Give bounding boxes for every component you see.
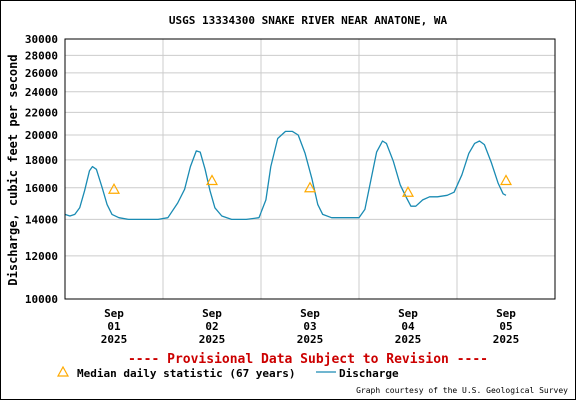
median-marker xyxy=(205,174,219,186)
y-tick-label: 16000 xyxy=(25,182,58,195)
y-tick-label: 10000 xyxy=(25,293,58,306)
credit-text: Graph courtesy of the U.S. Geological Su… xyxy=(356,386,568,395)
discharge-line xyxy=(64,130,507,221)
median-marker xyxy=(401,186,415,197)
x-tick-day: 02 xyxy=(205,320,218,333)
x-tick-month: Sep xyxy=(104,307,124,320)
y-tick-label: 30000 xyxy=(25,33,58,46)
y-tick-label: 26000 xyxy=(25,67,58,80)
legend-median-marker xyxy=(56,365,70,377)
y-tick-label: 14000 xyxy=(25,213,58,226)
x-tick-year: 2025 xyxy=(493,333,520,346)
y-tick-labels: 10000 12000 14000 16000 18000 20000 22000 24000… xyxy=(25,33,58,306)
x-tick-labels: Sep012025Sep022025Sep032025Sep042025Sep0… xyxy=(101,307,520,346)
plot-area-frame xyxy=(64,38,556,300)
x-tick-year: 2025 xyxy=(297,333,324,346)
legend: Median daily statistic (67 years) Discha… xyxy=(56,365,399,380)
x-tick-day: 03 xyxy=(303,320,316,333)
median-marker xyxy=(107,183,121,194)
x-tick-year: 2025 xyxy=(101,333,128,346)
x-tick-day: 01 xyxy=(107,320,121,333)
y-tick-label: 12000 xyxy=(25,250,58,263)
series-layer xyxy=(64,130,507,221)
y-tick-label: 20000 xyxy=(25,129,58,142)
chart-title: USGS 13334300 SNAKE RIVER NEAR ANATONE, … xyxy=(169,14,448,27)
y-tick-label: 18000 xyxy=(25,154,58,167)
provisional-note: ---- Provisional Data Subject to Revisio… xyxy=(128,352,488,367)
y-tick-label: 22000 xyxy=(25,106,58,119)
x-tick-month: Sep xyxy=(496,307,516,320)
legend-median-label: Median daily statistic (67 years) xyxy=(77,367,296,380)
y-axis-label: Discharge, cubic feet per second xyxy=(6,54,20,285)
legend-discharge-label: Discharge xyxy=(339,367,399,380)
x-tick-day: 05 xyxy=(499,320,512,333)
x-tick-year: 2025 xyxy=(395,333,422,346)
x-tick-day: 04 xyxy=(401,320,415,333)
y-tick-label: 28000 xyxy=(25,49,58,62)
x-tick-month: Sep xyxy=(398,307,418,320)
x-tick-year: 2025 xyxy=(199,333,226,346)
median-marker xyxy=(499,174,513,186)
median-layer xyxy=(107,174,513,197)
x-tick-month: Sep xyxy=(300,307,320,320)
median-marker xyxy=(303,181,317,193)
x-tick-month: Sep xyxy=(202,307,222,320)
y-tick-label: 24000 xyxy=(25,86,58,99)
